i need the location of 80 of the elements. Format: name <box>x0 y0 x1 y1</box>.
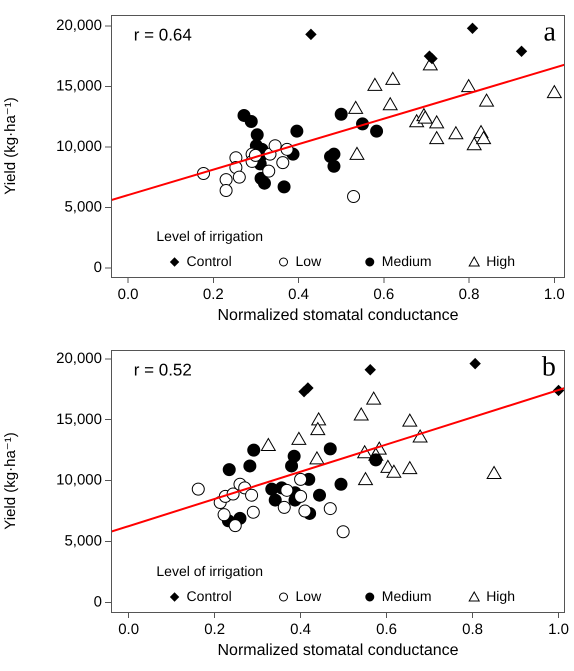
point <box>426 53 438 64</box>
legend-label: Low <box>296 252 322 269</box>
legend-label: Medium <box>382 588 432 604</box>
y-tick-label: 15,000 <box>56 410 102 428</box>
legend-label: High <box>486 588 515 604</box>
point <box>250 128 264 142</box>
legend-title: Level of irrigation <box>156 562 264 579</box>
point <box>466 22 478 34</box>
x-tick-label: 0.2 <box>204 621 226 638</box>
y-tick-label: 10,000 <box>56 472 102 489</box>
y-tick-label: 0 <box>94 594 102 611</box>
point <box>313 488 326 502</box>
point <box>334 478 348 491</box>
point <box>294 472 308 486</box>
x-tick-label: 0.2 <box>202 286 224 304</box>
point <box>276 156 290 170</box>
point <box>192 482 205 496</box>
annotation: a <box>543 16 556 48</box>
x-tick-label: 0.0 <box>118 621 140 638</box>
point <box>278 180 291 194</box>
x-tick-label: 0.8 <box>462 621 483 638</box>
x-tick-label: 0.4 <box>288 286 309 304</box>
point <box>334 108 348 121</box>
point <box>245 488 258 502</box>
y-tick-label: 15,000 <box>56 78 102 95</box>
point <box>516 46 528 57</box>
x-tick-label: 0.8 <box>458 286 480 304</box>
annotation: b <box>542 352 556 383</box>
point <box>247 444 260 457</box>
point <box>244 114 258 128</box>
point <box>280 484 294 497</box>
x-tick-label: 0.4 <box>290 621 312 638</box>
point <box>305 28 316 40</box>
point <box>220 184 233 197</box>
legend-label: Control <box>186 252 232 269</box>
x-axis-title: Normalized stomatal conductance <box>217 642 459 659</box>
point <box>324 502 337 516</box>
y-tick-label: 20,000 <box>56 350 102 367</box>
x-tick-label: 0.6 <box>376 621 398 638</box>
point <box>302 382 314 394</box>
legend-title: Level of irrigation <box>156 228 264 244</box>
x-tick-label: 0.6 <box>373 286 394 304</box>
point <box>327 148 340 161</box>
legend-label: Medium <box>382 252 432 269</box>
y-axis-title: Yield (kg·ha⁻¹) <box>2 97 20 195</box>
point <box>369 453 382 466</box>
point <box>290 124 304 138</box>
x-tick-label: 0.0 <box>118 286 138 304</box>
x-tick-label: 1.0 <box>548 621 569 638</box>
point <box>364 364 376 376</box>
point <box>268 494 282 507</box>
point <box>347 190 360 204</box>
point <box>246 506 260 519</box>
y-tick-label: 5,000 <box>64 198 102 216</box>
point <box>258 176 271 190</box>
legend-label: Low <box>296 588 322 604</box>
point <box>232 170 246 184</box>
annotation: r = 0.52 <box>134 360 192 380</box>
point <box>336 525 350 538</box>
x-axis-title: Normalized stomatal conductance <box>217 306 459 324</box>
point <box>470 358 481 370</box>
annotation: r = 0.64 <box>134 26 192 45</box>
point <box>294 490 308 503</box>
y-tick-label: 20,000 <box>56 17 102 34</box>
point <box>218 508 231 522</box>
y-tick-label: 0 <box>94 259 102 276</box>
point <box>298 504 312 518</box>
x-tick-label: 1.0 <box>544 286 565 304</box>
legend-label: High <box>486 252 515 269</box>
point <box>228 519 242 532</box>
y-tick-label: 5,000 <box>64 532 102 550</box>
legend-label: Control <box>186 588 232 604</box>
point <box>288 450 301 463</box>
point <box>243 459 256 472</box>
point <box>370 124 384 138</box>
y-axis-title: Yield (kg·ha⁻¹) <box>2 432 20 530</box>
y-tick-label: 10,000 <box>56 138 102 156</box>
point <box>324 442 337 456</box>
point <box>222 463 236 476</box>
point <box>327 160 340 173</box>
